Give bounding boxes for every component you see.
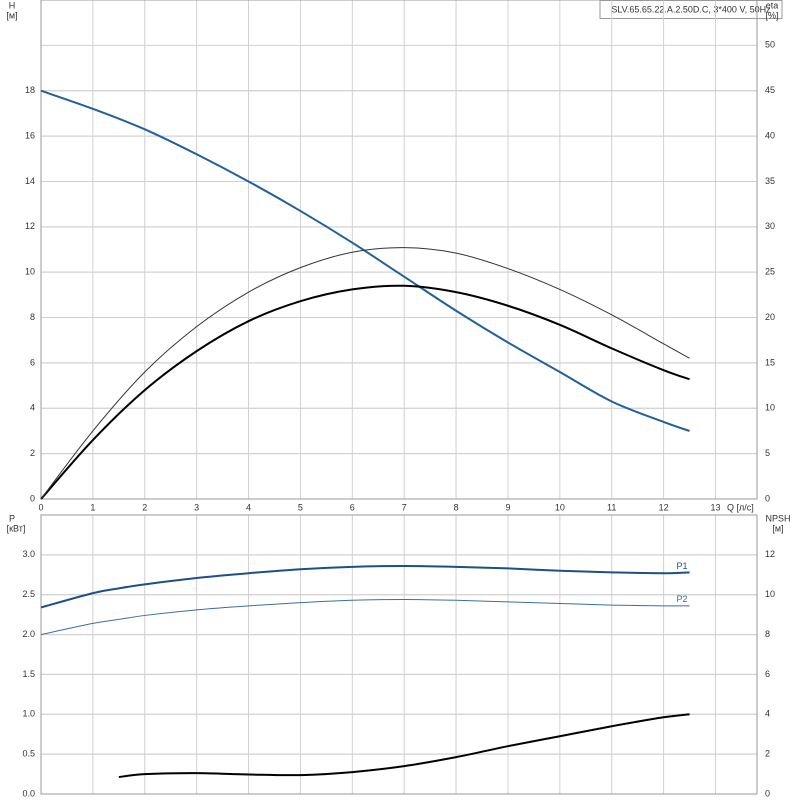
y2-tick-label: 0 [765,788,770,798]
y2-tick-label: 45 [765,85,775,95]
y2-tick-label: 25 [765,267,775,277]
series-line [40,284,690,500]
y-tick-label: 0.5 [22,749,35,759]
y-tick-label: 16 [25,130,35,140]
y2-tick-label: 35 [765,176,775,186]
y2-tick-label: 10 [765,403,775,413]
x-tick-label: 4 [246,502,251,512]
series-line [40,565,690,609]
y2-tick-label: 5 [765,448,770,458]
y2-tick-label: 20 [765,312,775,322]
x-tick-label: 13 [710,502,720,512]
x-tick-label: 3 [194,502,199,512]
y-tick-label: 8 [30,312,35,322]
y-tick-label: 2 [30,448,35,458]
y-tick-label: 2.0 [22,629,35,639]
y-axis-unit: [кВт] [7,523,26,533]
y-tick-label: 18 [25,85,35,95]
x-tick-label: 5 [298,502,303,512]
y2-tick-label: 10 [765,589,775,599]
x-tick-label: 12 [659,502,669,512]
y-tick-label: 1.0 [22,709,35,719]
y2-tick-label: 0 [765,493,770,503]
x-tick-label: 6 [350,502,355,512]
y-tick-label: 3.0 [22,549,35,559]
y2-tick-label: 40 [765,130,775,140]
series-label: P1 [677,561,688,571]
y-tick-label: 14 [25,176,35,186]
y-axis-label: P [9,513,15,523]
series-line [118,713,690,779]
chart-title: SLV.65.65.22.A.2.50D.C, 3*400 V, 50Hz [611,4,771,14]
x-tick-label: 8 [454,502,459,512]
series-label: P2 [677,594,688,604]
y-tick-label: 10 [25,267,35,277]
series-line [40,247,690,500]
x-tick-label: 1 [90,502,95,512]
y2-tick-label: 50 [765,40,775,50]
series-line [40,89,690,432]
y2-tick-label: 30 [765,221,775,231]
y2-tick-label: 4 [765,709,770,719]
plot-frame [40,0,758,500]
y-tick-label: 0 [30,493,35,503]
series-line [40,598,690,636]
x-tick-label: 11 [607,502,616,512]
y-tick-label: 1.5 [22,669,35,679]
y2-axis-unit: [м] [772,523,783,533]
y2-tick-label: 6 [765,669,770,679]
y-axis-label: H [9,0,16,10]
y2-tick-label: 2 [765,749,770,759]
x-tick-label: 2 [142,502,147,512]
y-tick-label: 12 [25,221,35,231]
y-tick-label: 4 [30,403,35,413]
x-tick-label: 10 [555,502,565,512]
x-tick-label: 0 [38,502,43,512]
y-tick-label: 6 [30,357,35,367]
x-tick-label: 9 [505,502,510,512]
y2-axis-label: eta [766,0,779,10]
y2-tick-label: 15 [765,357,775,367]
y2-tick-label: 8 [765,629,770,639]
x-tick-label: 7 [402,502,407,512]
y2-axis-label: NPSH [765,513,790,523]
y-axis-unit: [м] [6,10,17,20]
y2-tick-label: 12 [765,549,775,559]
y2-axis-unit: [%] [765,10,778,20]
plot-frame [40,514,758,795]
y-tick-label: 0.0 [22,788,35,798]
x-axis-label: Q [л/с] [727,502,754,512]
y-tick-label: 2.5 [22,589,35,599]
